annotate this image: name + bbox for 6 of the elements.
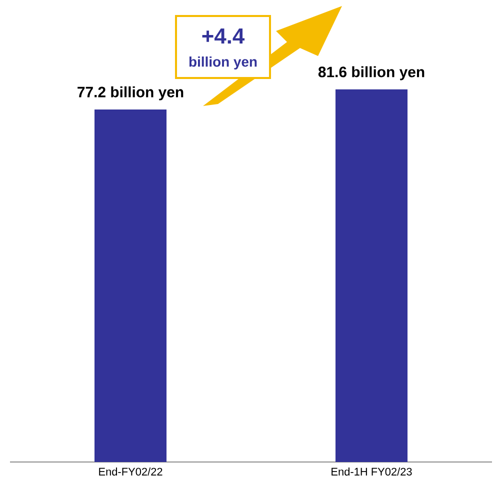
text: +4.4 (202, 28, 245, 44)
data-label: 81.6 billion yen (318, 66, 424, 80)
x-tick-label: End-1H FY02/23 (332, 468, 412, 476)
text: billion yen (189, 56, 257, 70)
data-label: 77.2 billion yen (78, 86, 184, 100)
x-tick-label: End-FY02/22 (99, 468, 162, 476)
